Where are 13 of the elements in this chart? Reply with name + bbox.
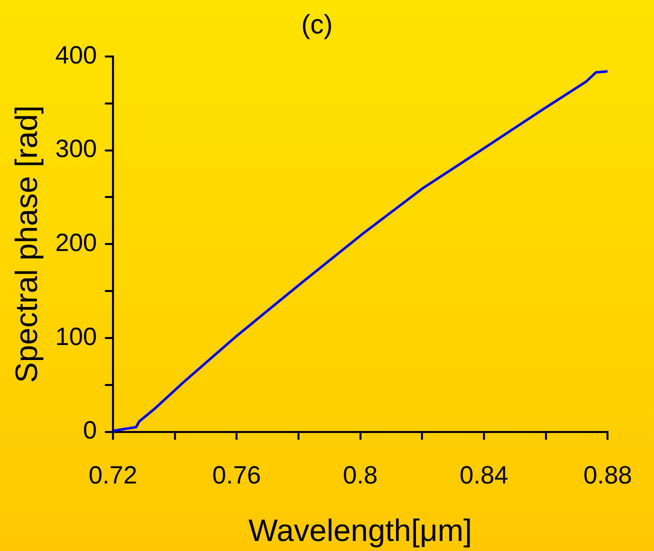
y-tick-label: 400 [55,41,97,70]
x-axis-title: Wavelength[μm] [248,512,472,548]
y-tick-label: 200 [55,228,97,257]
x-tick-label: 0.76 [212,462,261,490]
y-tick-label: 100 [55,322,97,351]
x-tick-label: 0.88 [583,462,632,490]
y-tick-label: 0 [83,416,97,445]
y-tick-label: 300 [55,135,97,164]
x-tick-label: 0.84 [460,462,508,490]
x-tick-label: 0.72 [88,462,138,490]
chart-title: (c) [301,10,333,40]
y-axis-title: Spectral phase [rad] [9,105,44,383]
x-tick-label: 0.8 [342,462,378,490]
